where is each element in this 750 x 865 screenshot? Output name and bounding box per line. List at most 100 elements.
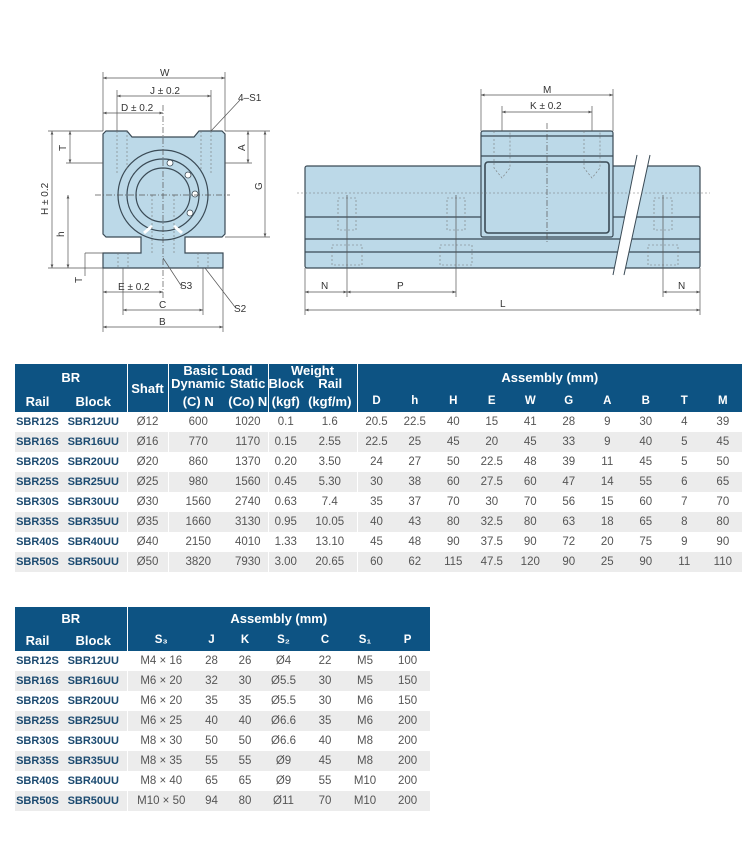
cell-value: 32 <box>195 671 228 691</box>
block-model: SBR16UU <box>60 671 128 691</box>
block-model: SBR30UU <box>60 731 128 751</box>
dim-label-S3: S3 <box>180 281 193 292</box>
cell-value: 48 <box>408 536 422 548</box>
cell-value: Ø25 <box>127 472 169 492</box>
cell-value: 0.15 <box>268 432 304 452</box>
cell-value: M8 × 40 <box>140 775 183 787</box>
cell-value: 3.00 <box>268 552 304 572</box>
cell-value: 90 <box>716 536 730 548</box>
cell-value: 200 <box>397 735 418 747</box>
block-model: SBR20UU <box>60 452 128 472</box>
cell-value: 200 <box>385 751 431 771</box>
cell-value: 30 <box>305 671 345 691</box>
dim-label-B: B <box>159 317 166 328</box>
cell-value: 60 <box>434 472 473 492</box>
cell-value: 7 <box>681 496 688 508</box>
cell-value: Ø4 <box>275 655 292 667</box>
cell-value: Ø30 <box>127 492 169 512</box>
table-row: SBR16S SBR16UU Ø16 770 1170 0.15 2.55 22.5 25 45 2… <box>15 432 743 452</box>
cell-value: 30 <box>485 496 499 508</box>
cell-value: 90 <box>523 536 537 548</box>
header-m-col: M <box>703 390 743 412</box>
dim-label-T-bottom: T <box>74 277 85 283</box>
header-weight-block: Block <box>268 376 304 391</box>
rail-model: SBR40S <box>16 536 59 548</box>
cell-value: 15 <box>600 496 614 508</box>
header-h-col: h <box>395 390 435 412</box>
header-s-col: S₁ <box>345 629 385 651</box>
block-model: SBR16UU <box>60 432 128 452</box>
block-model: SBR40UU <box>60 771 128 791</box>
rail-model: SBR35S <box>15 751 60 771</box>
cell-value: 22.5 <box>357 432 396 452</box>
cell-value: 75 <box>639 536 653 548</box>
cell-value: 1560 <box>228 472 269 492</box>
cell-value: 20.65 <box>303 552 358 572</box>
cell-value: 40 <box>626 432 666 452</box>
cell-value: 25 <box>588 552 627 572</box>
header-a-col: A <box>588 390 627 412</box>
cell-value: 94 <box>195 791 228 811</box>
table-row: SBR30S SBR30UU M8 × 30 50 50 Ø6.6 40 M8 200 <box>15 731 430 751</box>
cell-value: 0.20 <box>274 456 297 468</box>
cell-value: M6 × 20 <box>140 695 183 707</box>
cell-value: M8 <box>357 735 373 747</box>
cell-value: 90 <box>446 536 460 548</box>
rail-model: SBR25S <box>15 711 60 731</box>
block-model: SBR12UU <box>60 412 128 432</box>
header-rail: Rail <box>15 629 60 651</box>
rail-model: SBR30S <box>16 735 59 747</box>
cell-value: 1170 <box>228 432 269 452</box>
cell-value: 27 <box>408 456 422 468</box>
cell-value: 33 <box>549 432 589 452</box>
header-c-col: C <box>305 629 345 651</box>
cell-value: 600 <box>188 416 208 428</box>
block-model: SBR25UU <box>60 711 128 731</box>
cell-value: 2740 <box>228 492 269 512</box>
cell-value: 50 <box>716 456 730 468</box>
table-row: SBR16S SBR16UU M6 × 20 32 30 Ø5.5 30 M5 150 <box>15 671 431 691</box>
cell-value: 60 <box>511 472 550 492</box>
cell-value: Ø50 <box>127 552 169 572</box>
cell-value: M8 × 35 <box>127 751 195 771</box>
cell-value: 1.33 <box>274 536 297 548</box>
header-weight-title: Weight <box>290 363 335 378</box>
cell-value: M5 <box>357 655 373 667</box>
dim-label-G: G <box>254 182 265 190</box>
cell-value: 150 <box>397 695 418 707</box>
cell-value: 70 <box>523 496 537 508</box>
header-s-col: S₂ <box>262 629 305 651</box>
dim-label-J: J ± 0.2 <box>150 86 180 97</box>
cell-value: 41 <box>523 416 537 428</box>
cell-value: 90 <box>549 552 589 572</box>
cell-value: 0.63 <box>274 496 297 508</box>
cell-value: M5 <box>345 671 385 691</box>
cell-value: Ø5.5 <box>271 695 296 707</box>
rail-model: SBR12S <box>16 655 59 667</box>
cell-value: 70 <box>716 496 730 508</box>
dim-label-S2: S2 <box>234 304 247 315</box>
cell-value: 45 <box>305 751 345 771</box>
header-rail: Rail <box>15 390 60 412</box>
cell-value: 100 <box>397 655 418 667</box>
cell-value: M8 <box>345 751 385 771</box>
cell-value: Ø6.6 <box>262 711 305 731</box>
cell-value: 27.5 <box>472 472 512 492</box>
cell-value: 115 <box>434 552 473 572</box>
cell-value: Ø9 <box>262 751 305 771</box>
cell-value: M6 × 20 <box>127 671 195 691</box>
cell-value: 22 <box>318 655 332 667</box>
cell-value: 40 <box>228 711 262 731</box>
cell-value: 65 <box>205 775 218 787</box>
cell-value: 48 <box>523 456 537 468</box>
header-b-col: B <box>626 390 666 412</box>
header-k-col: K <box>228 629 262 651</box>
cell-value: 10.05 <box>303 512 358 532</box>
cell-value: Ø16 <box>127 432 169 452</box>
table-row: SBR25S SBR25UU M6 × 25 40 40 Ø6.6 35 M6 200 <box>15 711 431 731</box>
header-br: BR <box>15 607 128 629</box>
front-view-drawing <box>102 130 226 269</box>
header-basic-load-title: Basic Load <box>183 363 253 378</box>
cell-value: 47.5 <box>472 552 512 572</box>
cell-value: 3820 <box>168 552 228 572</box>
